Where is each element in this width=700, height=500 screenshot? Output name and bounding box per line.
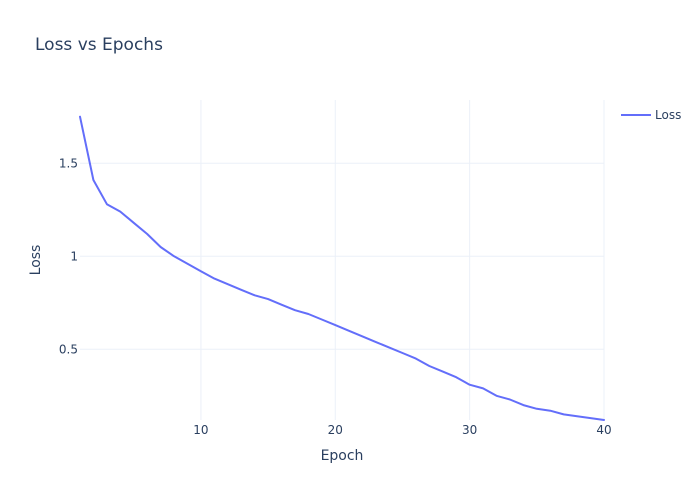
series-layer xyxy=(79,115,605,421)
y-axis-ticks: 0.5 1 1.5 xyxy=(59,156,78,356)
x-tick-label: 10 xyxy=(193,423,208,437)
x-tick-label: 30 xyxy=(462,423,477,437)
y-axis-title: Loss xyxy=(28,245,44,276)
grid-lines xyxy=(80,100,605,420)
series-line-loss[interactable] xyxy=(79,115,605,421)
legend[interactable]: Loss xyxy=(621,108,681,122)
y-tick-label: 1.5 xyxy=(59,156,78,170)
x-tick-label: 40 xyxy=(596,423,611,437)
y-tick-label: 1 xyxy=(70,249,78,263)
x-tick-label: 20 xyxy=(328,423,343,437)
x-axis-title: Epoch xyxy=(321,448,364,464)
chart-title: Loss vs Epochs xyxy=(35,35,163,55)
y-tick-label: 0.5 xyxy=(59,342,78,356)
legend-label-loss: Loss xyxy=(655,108,681,122)
x-axis-ticks: 10 20 30 40 xyxy=(193,423,611,437)
